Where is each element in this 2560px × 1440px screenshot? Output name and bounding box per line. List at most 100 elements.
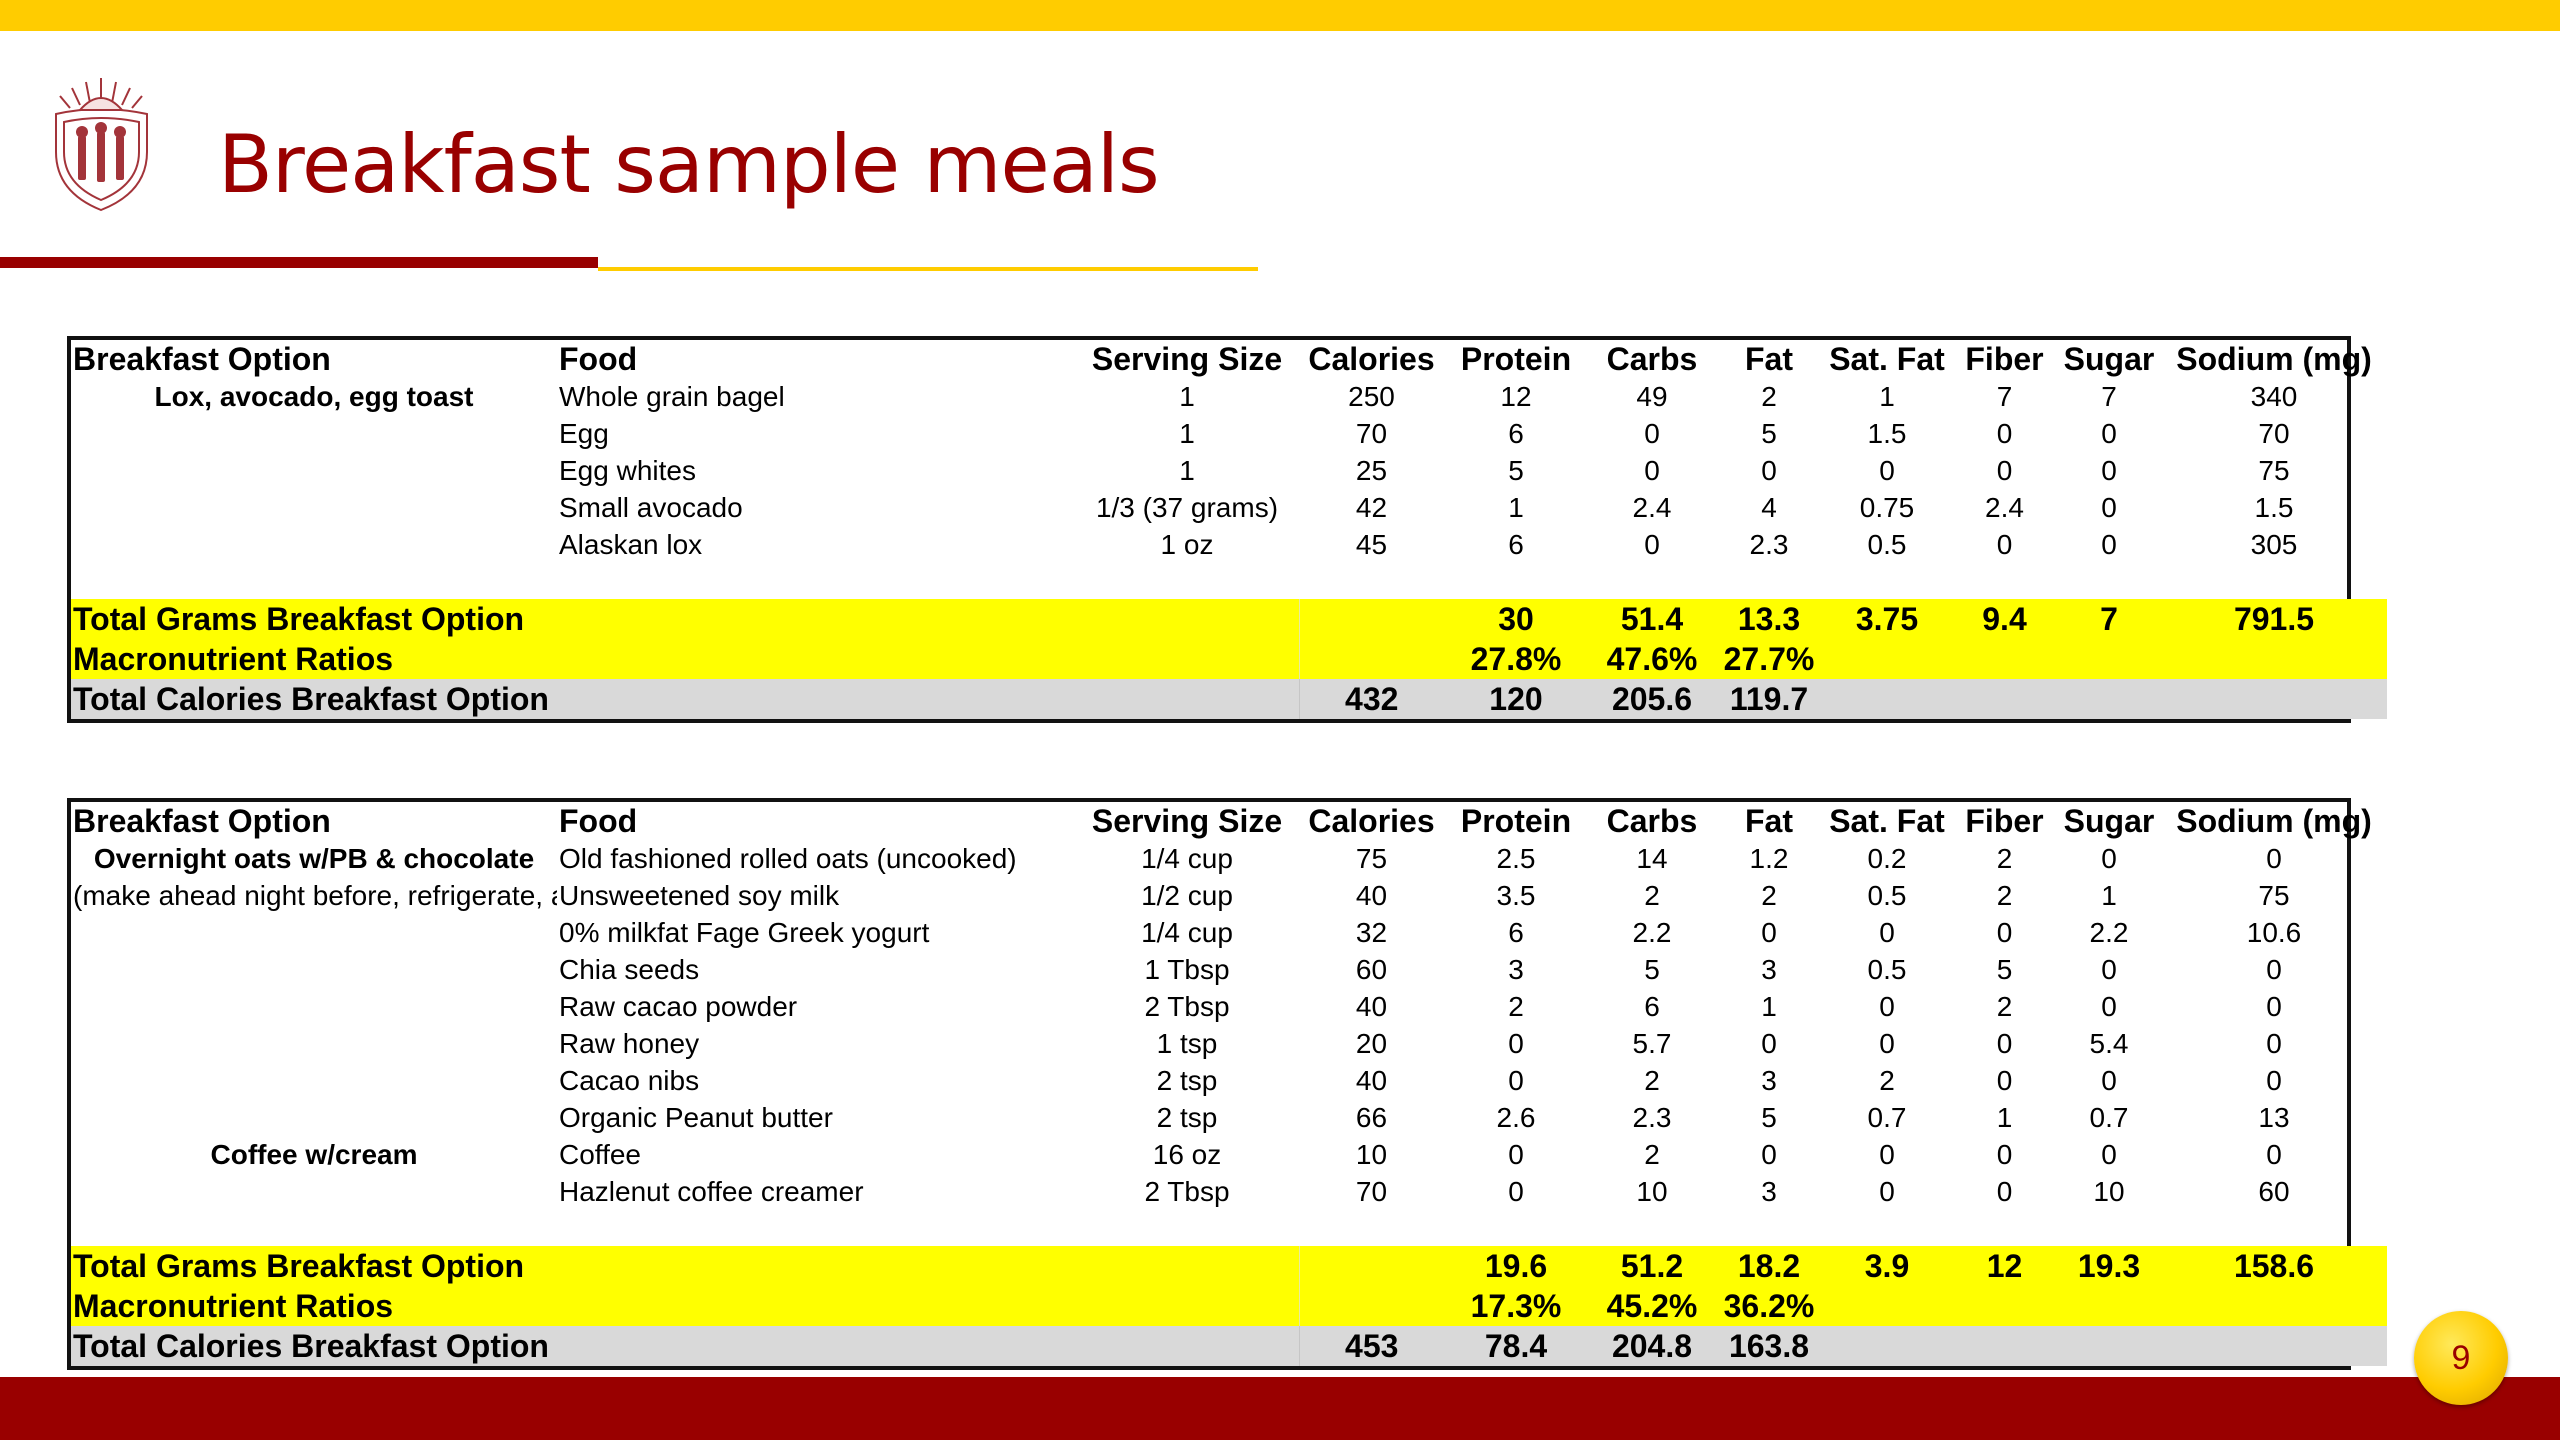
calories-cell: 250	[1348, 380, 1395, 412]
sat-fat-cell: 1.5	[1867, 417, 1907, 449]
fiber-cell: 0	[1996, 916, 2013, 948]
column-header: Calories	[1308, 340, 1435, 377]
top-accent-bar	[0, 0, 2560, 31]
fiber-cell: 0	[1996, 528, 2013, 560]
carbs-cell: 5.7	[1632, 1027, 1672, 1059]
carbs-cell: 2.4	[1632, 491, 1672, 523]
protein-cell: 2	[1508, 990, 1524, 1022]
food-row: Raw cacao powder 2 Tbsp 40 2 6 1 0 2 0 0	[71, 988, 2387, 1025]
breakfast-option-name	[71, 988, 557, 1025]
protein-cell: 6	[1508, 528, 1524, 560]
column-header: Sat. Fat	[1829, 802, 1945, 839]
total-grams-row-fiber-cell: 9.4	[1952, 599, 2057, 639]
food-row: Alaskan lox 1 oz 45 6 0 2.3 0.5 0 0 305	[71, 526, 2387, 563]
food-row: Organic Peanut butter 2 tsp 66 2.6 2.3 5 0.7 1 0…	[71, 1099, 2387, 1136]
sugar-cell: 1	[2101, 879, 2117, 911]
sodium-cell: 10.6	[2246, 916, 2302, 948]
breakfast-table-2: Breakfast Option Food Serving Size Calories…	[67, 798, 2387, 1370]
sugar-cell: 0	[2101, 842, 2117, 874]
food-cell: Hazlenut coffee creamer	[559, 1175, 864, 1207]
fat-cell: 0	[1761, 916, 1777, 948]
food-row: (make ahead night before, refrigerate, a…	[71, 877, 2387, 914]
macronutrient-ratios-row: Macronutrient Ratios 27.8% 47.6% 27.7%	[71, 639, 2387, 679]
carbs-cell: 2.2	[1632, 916, 1672, 948]
carbs-cell: 14	[1636, 842, 1668, 874]
sugar-cell: 0	[2101, 417, 2117, 449]
total-grams-row-fiber-cell: 12	[1952, 1246, 2057, 1286]
carbs-cell: 49	[1636, 380, 1668, 412]
macronutrient-ratios-row-sat-fat-cell	[1822, 639, 1952, 679]
food-cell: Chia seeds	[559, 953, 700, 985]
table-header-row: Breakfast Option Food Serving Size Calories…	[71, 802, 2387, 840]
sodium-cell: 0	[2266, 842, 2282, 874]
fiber-cell: 2.4	[1985, 491, 2024, 523]
macronutrient-ratios-row-carbs-cell: 45.2%	[1588, 1286, 1716, 1326]
column-header: Carbs	[1606, 340, 1698, 377]
carbs-cell: 5	[1644, 953, 1660, 985]
spacer-row	[71, 563, 2387, 599]
fat-cell: 0	[1761, 1027, 1777, 1059]
column-header: Food	[559, 802, 638, 839]
total-grams-row-label: Total Grams Breakfast Option	[71, 599, 1075, 639]
food-cell: Cacao nibs	[559, 1064, 700, 1096]
sodium-cell: 75	[2258, 879, 2290, 911]
sat-fat-cell: 0	[1879, 1138, 1895, 1170]
macronutrient-ratios-row: Macronutrient Ratios 17.3% 45.2% 36.2%	[71, 1286, 2387, 1326]
sugar-cell: 0	[2101, 491, 2117, 523]
sodium-cell: 75	[2258, 454, 2290, 486]
total-calories-row-fat-cell: 163.8	[1716, 1326, 1822, 1366]
total-calories-row-protein-cell: 78.4	[1444, 1326, 1588, 1366]
sat-fat-cell: 0.7	[1867, 1101, 1907, 1133]
column-header: Protein	[1460, 802, 1572, 839]
carbs-cell: 2	[1644, 1138, 1660, 1170]
sugar-cell: 5.4	[2089, 1027, 2129, 1059]
fat-cell: 2	[1761, 380, 1777, 412]
macronutrient-ratios-row-protein-cell: 17.3%	[1444, 1286, 1588, 1326]
sugar-cell: 0	[2101, 528, 2117, 560]
fat-cell: 5	[1761, 1101, 1777, 1133]
protein-cell: 0	[1508, 1138, 1524, 1170]
food-cell: Coffee	[559, 1138, 641, 1170]
serving-size-cell: 2 Tbsp	[1144, 1175, 1230, 1207]
protein-cell: 3.5	[1496, 879, 1536, 911]
total-grams-row-fat-cell: 18.2	[1716, 1246, 1822, 1286]
serving-size-cell: 1	[1179, 454, 1195, 486]
serving-size-cell: 1 oz	[1160, 528, 1214, 560]
total-grams-row-sat-fat-cell: 3.75	[1822, 599, 1952, 639]
sodium-cell: 0	[2266, 1027, 2282, 1059]
serving-size-cell: 1/4 cup	[1141, 916, 1233, 948]
macronutrient-ratios-row-sugar-cell	[2057, 1286, 2161, 1326]
total-grams-row-calories-cell	[1299, 1246, 1444, 1286]
fat-cell: 4	[1761, 491, 1777, 523]
food-cell: 0% milkfat Fage Greek yogurt	[559, 916, 930, 948]
column-header: Fiber	[1965, 802, 2044, 839]
protein-cell: 6	[1508, 916, 1524, 948]
total-grams-row-calories-cell	[1299, 599, 1444, 639]
sodium-cell: 60	[2258, 1175, 2290, 1207]
sugar-cell: 0.7	[2089, 1101, 2129, 1133]
protein-cell: 12	[1500, 380, 1532, 412]
total-calories-row-fiber-cell	[1952, 679, 2057, 719]
calories-cell: 45	[1355, 528, 1388, 560]
total-calories-row-protein-cell: 120	[1444, 679, 1588, 719]
food-row: Egg 1 70 6 0 5 1.5 0 0 70	[71, 415, 2387, 452]
protein-cell: 2.5	[1496, 842, 1536, 874]
calories-cell: 60	[1355, 953, 1388, 985]
serving-size-cell: 16 oz	[1152, 1138, 1222, 1170]
food-row: Lox, avocado, egg toast Whole grain bagel…	[71, 378, 2387, 415]
sodium-cell: 0	[2266, 990, 2282, 1022]
column-header: Carbs	[1606, 802, 1698, 839]
sat-fat-cell: 0.2	[1867, 842, 1907, 874]
breakfast-option-name	[71, 526, 557, 563]
food-row: Overnight oats w/PB & chocolate Old fashi…	[71, 840, 2387, 877]
total-grams-row-sugar-cell: 7	[2057, 599, 2161, 639]
carbs-cell: 6	[1644, 990, 1660, 1022]
fiber-cell: 0	[1996, 1175, 2013, 1207]
total-calories-row-fiber-cell	[1952, 1326, 2057, 1366]
total-grams-row-protein-cell: 30	[1444, 599, 1588, 639]
fat-cell: 2.3	[1749, 528, 1789, 560]
serving-size-cell: 1/2 cup	[1141, 879, 1233, 911]
fat-cell: 1	[1761, 990, 1777, 1022]
total-grams-row-sodium-cell: 158.6	[2161, 1246, 2387, 1286]
protein-cell: 6	[1508, 417, 1524, 449]
